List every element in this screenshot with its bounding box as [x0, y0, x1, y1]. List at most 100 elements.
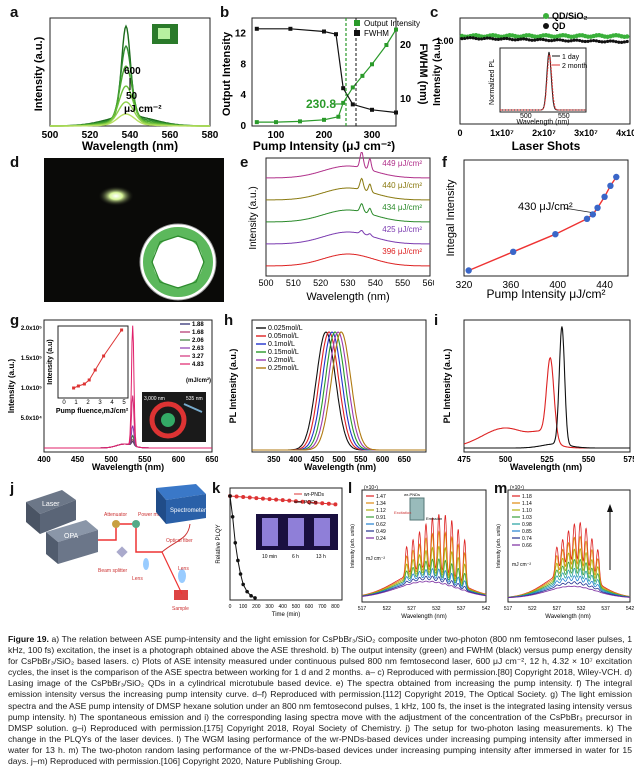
qd-point [468, 36, 472, 40]
legend-entry: 0.24 [376, 536, 386, 542]
qd-point [519, 37, 523, 41]
y-axis-label: Intensity (a.u.) [432, 38, 443, 106]
panel-label: j [10, 480, 15, 497]
qd-point [547, 39, 551, 43]
y-tick: 1.00 [436, 36, 454, 46]
spectrum-line [50, 113, 210, 127]
spectrum-line [508, 548, 630, 598]
x-axis-label: Laser Shots [512, 139, 581, 152]
x-tick-label: 500 [332, 455, 346, 464]
panel-k: k wr-PNDs PQDs 10 min 6 h 13 h 0 100 200 30… [212, 480, 346, 626]
output-point [298, 119, 302, 124]
x-tick-label: 537 [601, 606, 610, 612]
legend-entry: 0.74 [522, 536, 532, 542]
y-axis-label: PL Intensity (a.u.) [442, 349, 452, 424]
annotation-unit: μJ cm⁻² [124, 104, 162, 115]
qd-point [471, 36, 475, 40]
panel-m: m (×10⁴) 1.18 1.14 1.10 1.03 0.98 0.85 0.74 0.6… [492, 480, 634, 626]
spectrum-line [362, 530, 487, 596]
annotation-bottom: 50 [126, 91, 138, 102]
y-axis-label: Intensity (arb. units) [350, 524, 356, 568]
output-point [394, 27, 398, 32]
output-point [370, 62, 374, 67]
legend-entry: 3.27 [192, 354, 204, 360]
x-tick-label: 320 [456, 280, 473, 291]
x-tick-label: 520 [313, 278, 328, 288]
x-tick-label: 525 [540, 455, 554, 464]
x-tick-label: 540 [368, 278, 383, 288]
spectrum-line [265, 253, 431, 267]
output-point [274, 120, 278, 125]
panel-g: g Pump fluence,mJ/cm² Intensity (a.u) 0 1… [6, 312, 219, 472]
inset-2month-line [500, 54, 586, 111]
spectrum-line [507, 535, 630, 598]
qd-point [564, 39, 568, 43]
output-point [336, 114, 341, 119]
qd-point [536, 38, 540, 42]
qd-point [530, 38, 534, 42]
x-tick-label: 3x10⁷ [574, 128, 598, 138]
legend-unit: mJ cm⁻² [512, 562, 531, 568]
setup-diagram: Laser OPA Attenuator Power meter Beam sp… [26, 484, 206, 612]
wr-pnds-point [280, 498, 285, 503]
spectrum-line [265, 150, 431, 179]
qd-point [569, 39, 573, 43]
x-tick-label: 530 [340, 278, 355, 288]
x-tick-label: 100 [268, 130, 285, 141]
x-tick-label: 0 [229, 604, 232, 610]
x-axis-label: Wavelength (nm) [304, 462, 376, 472]
legend-qd: QD [552, 21, 566, 31]
qd-point [589, 39, 593, 43]
legend-entry: 1.03 [522, 515, 532, 521]
qd-point [488, 36, 492, 40]
x-tick-label: 650 [205, 455, 218, 464]
x-tick-label: 532 [577, 606, 586, 612]
x-tick-label: 542 [626, 606, 634, 612]
spectrum-line [362, 558, 486, 597]
x-tick-label: 500 [42, 130, 59, 141]
x-tick-label: 542 [482, 606, 491, 612]
x-axis-label: Wavelength (nm) [306, 291, 389, 303]
x-tick-label: 560 [162, 130, 179, 141]
y-tick-label: 4 [240, 90, 246, 101]
x-tick-label: 100 [239, 604, 248, 610]
y-exponent: (×10⁴) [364, 485, 378, 491]
legend-entry: 0.1mol/L [268, 341, 295, 348]
legend-entry: 4.83 [192, 362, 204, 368]
wr-pnds-point [333, 502, 338, 507]
fwhm-point [394, 110, 398, 115]
x-tick-label: 600 [172, 455, 186, 464]
fwhm-point [341, 86, 346, 91]
spectrum-line [464, 326, 630, 449]
wr-pnds-point [254, 496, 259, 501]
fwhm-point [322, 29, 326, 34]
x-tick-label: 300 [265, 604, 274, 610]
fit-line [468, 176, 617, 272]
trace-label: 396 μJ/cm² [382, 247, 422, 256]
x-tick-label: 300 [364, 130, 381, 141]
panel-c: c QD/SiO₂ QD Normalized PL Wavelength (n… [428, 4, 638, 153]
inset-point [72, 386, 76, 390]
qd-point [508, 37, 512, 41]
inset-x-label: Pump fluence,mJ/cm² [56, 408, 129, 415]
y-axis-label: Intensity (arb. units) [496, 524, 502, 568]
pqds-line [229, 495, 256, 599]
x-tick-label: 522 [528, 606, 537, 612]
panel-b: b 230.8 Output Intensity FWHM 100 200 300 … [218, 4, 429, 153]
x-tick-label: 520 [82, 130, 99, 141]
qd-point [625, 39, 629, 44]
panel-m-chart: (×10⁴) 1.181.141.101.030.980.850.740.66 … [496, 485, 634, 620]
inset-point [102, 354, 106, 358]
x-tick-label: 510 [286, 278, 301, 288]
x-tick-label: 1x10⁷ [490, 128, 514, 138]
qd-point [606, 39, 610, 43]
inset-label: wr-PNDs [404, 492, 420, 497]
pqds-point [236, 558, 240, 563]
qd-point [466, 36, 470, 40]
qd-point [555, 38, 559, 42]
qd-point [600, 40, 604, 44]
panel-e: e 449 μJ/cm² 440 μJ/cm² 434 μJ/cm² 425 μJ/c… [236, 150, 438, 304]
qd-point [575, 38, 579, 42]
x-axis-label: Time (min) [272, 612, 300, 618]
x-tick-label: 350 [267, 455, 281, 464]
